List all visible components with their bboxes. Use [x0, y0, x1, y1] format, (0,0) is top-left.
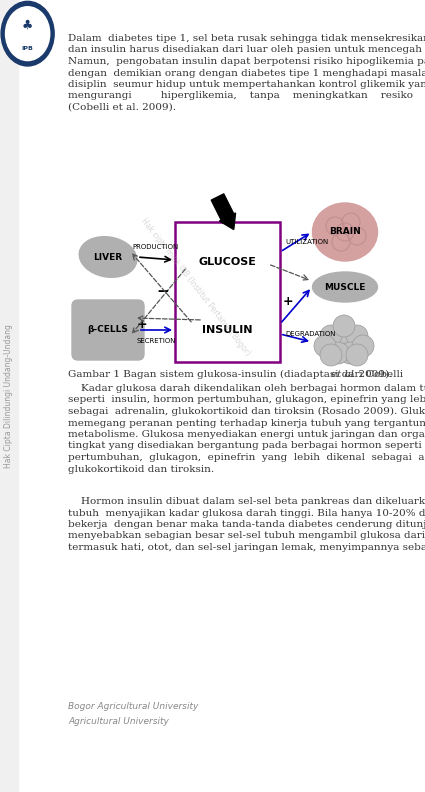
Text: Hak Cipta Dilindungi Undang-Undang: Hak Cipta Dilindungi Undang-Undang	[5, 324, 14, 468]
Text: GLUCOSE: GLUCOSE	[198, 257, 256, 267]
Text: BRAIN: BRAIN	[329, 227, 361, 237]
Text: IPB: IPB	[22, 46, 34, 51]
Text: β-CELLS: β-CELLS	[88, 326, 128, 334]
Text: Dalam  diabetes tipe 1, sel beta rusak sehingga tidak mensekresikan insulin ada: Dalam diabetes tipe 1, sel beta rusak se…	[68, 34, 425, 43]
Circle shape	[320, 325, 342, 347]
Text: metabolisme. Glukosa menyediakan energi untuk jaringan dan organisme namun: metabolisme. Glukosa menyediakan energi …	[68, 430, 425, 439]
Text: Hak cipta milik IPB (Institut Pertanian Bogor): Hak cipta milik IPB (Institut Pertanian …	[139, 216, 252, 357]
Text: (Cobelli et al. 2009).: (Cobelli et al. 2009).	[68, 103, 176, 112]
Text: . 2009).: . 2009).	[352, 370, 393, 379]
Text: Agricultural University: Agricultural University	[68, 717, 169, 726]
Text: LIVER: LIVER	[94, 253, 122, 261]
Text: dan insulin harus disediakan dari luar oleh pasien untuk mencegah hiperglikemia.: dan insulin harus disediakan dari luar o…	[68, 45, 425, 55]
Circle shape	[314, 335, 336, 357]
Text: MUSCLE: MUSCLE	[324, 283, 365, 291]
Text: Bogor Agricultural University: Bogor Agricultural University	[68, 702, 198, 711]
Text: tingkat yang disediakan bergantung pada berbagai hormon seperti insulin, hormon: tingkat yang disediakan bergantung pada …	[68, 441, 425, 451]
Text: ♣: ♣	[22, 19, 33, 32]
Circle shape	[333, 331, 355, 353]
Text: Kadar glukosa darah dikendalikan oleh berbagai hormon dalam tubuh kita: Kadar glukosa darah dikendalikan oleh be…	[68, 384, 425, 393]
Text: seperti  insulin, hormon pertumbuhan, glukagon, epinefrin yang lebih dikenal: seperti insulin, hormon pertumbuhan, glu…	[68, 395, 425, 405]
Text: DEGRADATION: DEGRADATION	[285, 331, 335, 337]
Circle shape	[333, 315, 355, 337]
Ellipse shape	[312, 203, 377, 261]
Text: sebagai  adrenalin, glukokortikoid dan tiroksin (Rosado 2009). Glukosa yang: sebagai adrenalin, glukokortikoid dan ti…	[68, 407, 425, 416]
Circle shape	[320, 344, 342, 366]
FancyBboxPatch shape	[175, 222, 280, 362]
Text: et al: et al	[332, 370, 354, 379]
Text: Namun,  pengobatan insulin dapat berpotensi risiko hipoglikemia parah dan: Namun, pengobatan insulin dapat berpoten…	[68, 57, 425, 66]
Text: SECRETION: SECRETION	[137, 338, 176, 344]
Text: bekerja  dengan benar maka tanda-tanda diabetes cenderung ditunjukkan. Insulin: bekerja dengan benar maka tanda-tanda di…	[68, 520, 425, 529]
Circle shape	[346, 325, 368, 347]
Circle shape	[339, 342, 361, 364]
Circle shape	[352, 335, 374, 357]
Text: UTILIZATION: UTILIZATION	[285, 239, 328, 245]
Text: memegang peranan penting terhadap kinerja tubuh yang tergantung pada sistem: memegang peranan penting terhadap kinerj…	[68, 418, 425, 428]
Bar	[0, 0, 18, 792]
Text: Hormon insulin dibuat dalam sel-sel beta pankreas dan dikeluarkan saat: Hormon insulin dibuat dalam sel-sel beta…	[68, 497, 425, 506]
FancyArrow shape	[211, 194, 235, 230]
Circle shape	[327, 342, 349, 364]
Text: pertumbuhan,  glukagon,  epinefrin  yang  lebih  dikenal  sebagai  adrenalin,: pertumbuhan, glukagon, epinefrin yang le…	[68, 453, 425, 462]
Text: INSULIN: INSULIN	[202, 325, 253, 335]
Circle shape	[1, 2, 54, 66]
Ellipse shape	[312, 272, 377, 302]
Text: −: −	[157, 284, 170, 299]
Text: dengan  demikian orang dengan diabetes tipe 1 menghadapi masalah perilaku: dengan demikian orang dengan diabetes ti…	[68, 68, 425, 78]
Ellipse shape	[79, 237, 137, 277]
Text: tubuh  menyajikan kadar glukosa darah tinggi. Bila hanya 10-20% dari sel beta: tubuh menyajikan kadar glukosa darah tin…	[68, 508, 425, 517]
Text: disiplin  seumur hidup untuk mempertahankan kontrol glikemik yang ketat dan: disiplin seumur hidup untuk mempertahank…	[68, 80, 425, 89]
Text: menyebabkan sebagian besar sel-sel tubuh mengambil glukosa dari darah: menyebabkan sebagian besar sel-sel tubuh…	[68, 531, 425, 540]
Text: Gambar 1 Bagan sistem glukosa-insulin (diadaptasi dari Cobelli: Gambar 1 Bagan sistem glukosa-insulin (d…	[68, 370, 406, 379]
Text: termasuk hati, otot, dan sel-sel jaringan lemak, menyimpannya sebagai glikogen: termasuk hati, otot, dan sel-sel jaringa…	[68, 543, 425, 552]
FancyBboxPatch shape	[72, 300, 144, 360]
Text: +: +	[137, 318, 147, 330]
Text: +: +	[283, 295, 293, 308]
Circle shape	[6, 6, 50, 60]
Text: PRODUCTION: PRODUCTION	[133, 244, 179, 250]
Circle shape	[346, 344, 368, 366]
Text: mengurangi         hiperglikemia,    tanpa    meningkatkan    resiko    hipoglik: mengurangi hiperglikemia, tanpa meningka…	[68, 92, 425, 101]
Text: glukokortikoid dan tiroksin.: glukokortikoid dan tiroksin.	[68, 464, 214, 474]
